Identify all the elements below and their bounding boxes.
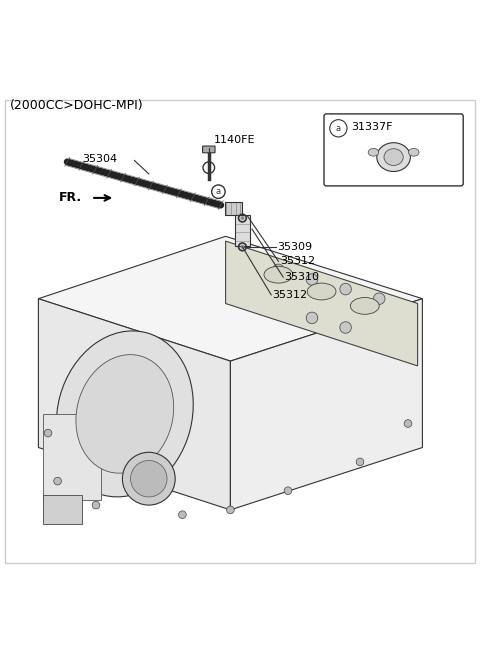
Circle shape — [131, 460, 167, 497]
Ellipse shape — [408, 149, 419, 156]
Circle shape — [240, 216, 244, 220]
Circle shape — [240, 245, 244, 249]
FancyBboxPatch shape — [203, 146, 215, 153]
Text: 35312: 35312 — [280, 256, 315, 267]
Bar — [225, 202, 242, 215]
Text: 35310: 35310 — [285, 272, 320, 282]
Bar — [43, 495, 82, 524]
Circle shape — [340, 284, 351, 295]
Ellipse shape — [384, 149, 403, 166]
Circle shape — [92, 501, 100, 509]
Bar — [235, 215, 250, 246]
Polygon shape — [38, 299, 230, 510]
Text: (2000CC>DOHC-MPI): (2000CC>DOHC-MPI) — [10, 100, 143, 113]
Text: FR.: FR. — [59, 191, 82, 204]
Circle shape — [44, 429, 52, 437]
Bar — [43, 414, 101, 500]
Circle shape — [227, 506, 234, 514]
Circle shape — [273, 264, 284, 276]
Text: a: a — [216, 187, 221, 196]
Text: 35309: 35309 — [277, 242, 312, 252]
Text: a: a — [336, 124, 341, 133]
Circle shape — [284, 487, 292, 495]
Circle shape — [340, 322, 351, 333]
Text: 35312: 35312 — [273, 290, 308, 300]
Circle shape — [373, 293, 385, 305]
Circle shape — [356, 458, 364, 466]
Circle shape — [306, 274, 318, 286]
Ellipse shape — [368, 149, 379, 156]
Ellipse shape — [264, 267, 293, 283]
Polygon shape — [230, 299, 422, 510]
Circle shape — [54, 477, 61, 485]
Circle shape — [306, 312, 318, 324]
Text: 35304: 35304 — [83, 154, 118, 164]
Ellipse shape — [56, 331, 193, 497]
Circle shape — [122, 453, 175, 505]
Text: 1140FE: 1140FE — [214, 135, 255, 145]
Ellipse shape — [76, 354, 174, 473]
FancyBboxPatch shape — [324, 114, 463, 186]
Circle shape — [404, 420, 412, 427]
Polygon shape — [38, 236, 422, 361]
Circle shape — [179, 511, 186, 519]
Polygon shape — [226, 241, 418, 366]
Ellipse shape — [307, 283, 336, 300]
Ellipse shape — [377, 143, 410, 172]
Text: 31337F: 31337F — [351, 122, 393, 132]
Ellipse shape — [350, 297, 379, 314]
